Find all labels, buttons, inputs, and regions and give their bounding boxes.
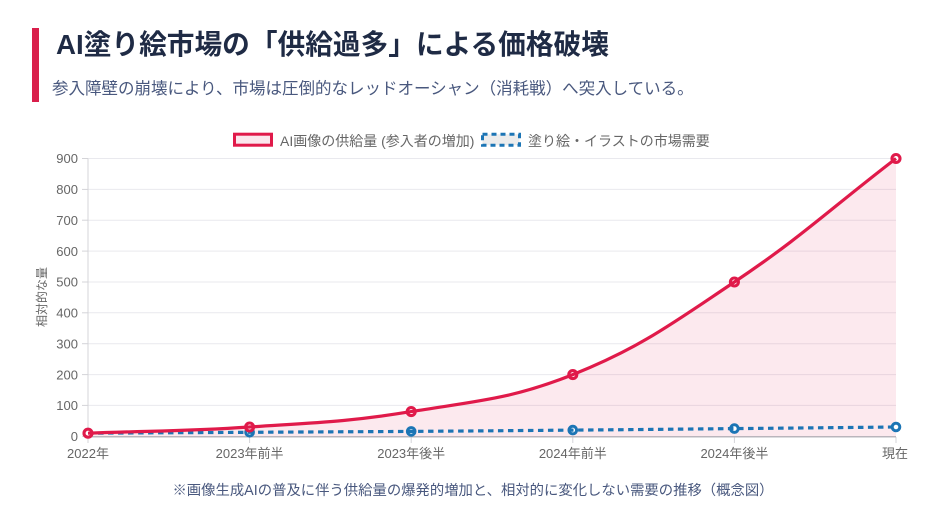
svg-text:相対的な量: 相対的な量 (34, 267, 49, 327)
svg-text:2023年後半: 2023年後半 (377, 446, 445, 461)
svg-text:600: 600 (56, 244, 78, 259)
svg-text:400: 400 (56, 306, 78, 321)
svg-text:100: 100 (56, 398, 78, 413)
svg-text:300: 300 (56, 336, 78, 351)
svg-text:塗り絵・イラストの市場需要: 塗り絵・イラストの市場需要 (528, 133, 710, 149)
svg-text:2023年前半: 2023年前半 (216, 446, 284, 461)
svg-text:800: 800 (56, 182, 78, 197)
svg-text:2022年: 2022年 (67, 446, 109, 461)
svg-text:0: 0 (71, 429, 78, 444)
svg-text:700: 700 (56, 213, 78, 228)
svg-text:500: 500 (56, 275, 78, 290)
svg-text:現在: 現在 (882, 446, 908, 461)
svg-text:900: 900 (56, 151, 78, 166)
svg-text:2024年後半: 2024年後半 (700, 446, 768, 461)
svg-text:2024年前半: 2024年前半 (539, 446, 607, 461)
svg-text:AI画像の供給量 (参入者の増加): AI画像の供給量 (参入者の増加) (280, 133, 474, 149)
svg-text:200: 200 (56, 367, 78, 382)
